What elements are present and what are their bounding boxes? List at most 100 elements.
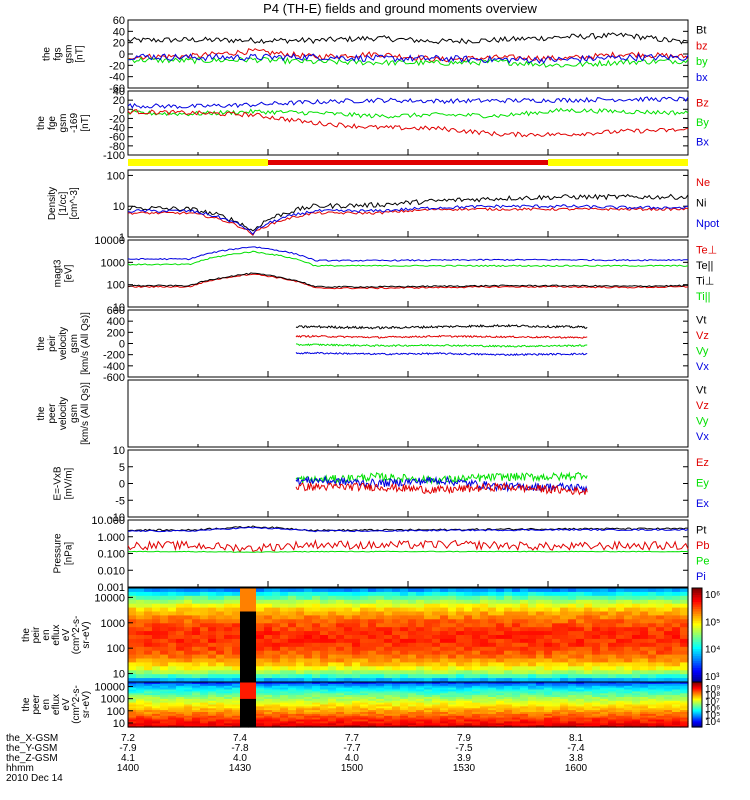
spectrogram-cell bbox=[616, 693, 625, 696]
spectrogram-cell bbox=[640, 689, 649, 692]
spectrogram-cell bbox=[616, 698, 625, 702]
spectrogram-cell bbox=[408, 712, 417, 715]
spectrogram-cell bbox=[336, 635, 345, 640]
spectrogram-cell bbox=[424, 715, 433, 719]
spectrogram-cell bbox=[192, 683, 201, 687]
x-tick-label: 7.9 bbox=[457, 733, 471, 744]
spectrogram-cell bbox=[584, 654, 593, 660]
spectrogram-cell bbox=[160, 678, 169, 683]
spectrogram-cell bbox=[312, 662, 321, 667]
spectrogram-cell bbox=[224, 658, 233, 663]
spectrogram-cell bbox=[640, 693, 649, 696]
spectrogram-cell bbox=[288, 695, 297, 698]
spectrogram-cell bbox=[328, 670, 337, 675]
spectrogram-cell bbox=[264, 615, 273, 620]
spectrogram-cell bbox=[464, 719, 473, 722]
spectrogram-cell bbox=[440, 687, 449, 691]
spectrogram-cell bbox=[248, 704, 257, 707]
spectrogram-cell bbox=[504, 666, 513, 671]
spectrogram-cell bbox=[456, 666, 465, 671]
spectrogram-cell bbox=[296, 631, 305, 636]
y-tick-label: -600 bbox=[103, 372, 125, 384]
spectrogram-cell bbox=[144, 627, 153, 632]
spectrogram-cell bbox=[440, 702, 449, 706]
spectrogram-cell bbox=[672, 658, 681, 663]
spectrogram-cell bbox=[504, 619, 513, 624]
spectrogram-cell bbox=[312, 599, 321, 605]
spectrogram-cell bbox=[336, 591, 345, 597]
spectrogram-cell bbox=[264, 693, 273, 696]
spectrogram-cell bbox=[344, 611, 353, 616]
spectrogram-cell bbox=[392, 700, 401, 704]
spectrogram-cell bbox=[368, 588, 377, 593]
spectrogram-cell bbox=[536, 689, 545, 692]
spectrogram-cell bbox=[624, 619, 633, 624]
spectrogram-cell bbox=[552, 654, 561, 660]
spectrogram-cell bbox=[640, 725, 649, 728]
spectrogram-cell bbox=[408, 725, 417, 728]
spectrogram-cell bbox=[584, 635, 593, 640]
spectrogram-cell bbox=[400, 678, 409, 683]
spectrogram-cell bbox=[568, 623, 577, 628]
spectrogram-cell bbox=[296, 725, 305, 728]
spectrogram-cell bbox=[256, 658, 265, 663]
spectrogram-cell bbox=[408, 650, 417, 656]
spectrogram-cell bbox=[168, 611, 177, 616]
series-line bbox=[127, 96, 689, 110]
series-line bbox=[127, 526, 689, 533]
spectrogram-cell bbox=[576, 691, 585, 694]
spectrogram-cell bbox=[240, 697, 249, 700]
spectrogram-cell bbox=[176, 638, 185, 644]
spectrogram-cell bbox=[344, 691, 353, 694]
spectrogram-cell bbox=[616, 646, 625, 652]
colorbar-cell bbox=[692, 602, 702, 606]
spectrogram-cell bbox=[192, 689, 201, 692]
spectrogram-cell bbox=[312, 631, 321, 636]
spectrogram-cell bbox=[512, 619, 521, 624]
spectrogram-cell bbox=[440, 619, 449, 624]
spectrogram-cell bbox=[352, 715, 361, 719]
spectrogram-cell bbox=[456, 607, 465, 613]
spectrogram-cell bbox=[216, 670, 225, 675]
spectrogram-cell bbox=[416, 715, 425, 719]
spectrogram-cell bbox=[464, 712, 473, 715]
spectrogram-cell bbox=[584, 599, 593, 605]
spectrogram-cell bbox=[464, 706, 473, 709]
spectrogram-cell bbox=[384, 689, 393, 692]
spectrogram-cell bbox=[656, 638, 665, 644]
spectrogram-cell bbox=[464, 591, 473, 597]
spectrogram-cell bbox=[536, 698, 545, 702]
spectrogram-cell bbox=[192, 674, 201, 679]
spectrogram-cell bbox=[320, 591, 329, 597]
spectrogram-cell bbox=[584, 713, 593, 717]
spectrogram-cell bbox=[424, 697, 433, 700]
spectrogram-cell bbox=[376, 658, 385, 663]
spectrogram-cell bbox=[160, 698, 169, 702]
spectrogram-cell bbox=[296, 662, 305, 667]
spectrogram-cell bbox=[288, 615, 297, 620]
spectrogram-cell bbox=[384, 603, 393, 609]
spectrogram-cell bbox=[552, 674, 561, 679]
spectrogram-cell bbox=[624, 717, 633, 721]
spectrogram-cell bbox=[528, 715, 537, 719]
spectrogram-cell bbox=[616, 715, 625, 719]
spectrogram-cell bbox=[280, 725, 289, 728]
spectrogram-cell bbox=[480, 687, 489, 691]
spectrogram-cell bbox=[384, 666, 393, 671]
spectrogram-cell bbox=[192, 662, 201, 667]
spectrogram-cell bbox=[576, 682, 585, 685]
spectrogram-cell bbox=[600, 704, 609, 707]
spectrogram-cell bbox=[368, 723, 377, 726]
spectrogram-cell bbox=[200, 662, 209, 667]
spectrogram-cell bbox=[376, 646, 385, 652]
spectrogram-cell bbox=[360, 683, 369, 687]
spectrogram-cell bbox=[600, 719, 609, 722]
spectrogram-cell bbox=[432, 627, 441, 632]
spectrogram-cell bbox=[520, 715, 529, 719]
spectrogram-cell bbox=[584, 615, 593, 620]
y-axis-label-line: the bbox=[36, 406, 47, 420]
spectrogram-cell bbox=[504, 693, 513, 696]
spectrogram-cell bbox=[320, 723, 329, 726]
spectrogram-cell bbox=[512, 683, 521, 687]
spectrogram-cell bbox=[608, 599, 617, 605]
